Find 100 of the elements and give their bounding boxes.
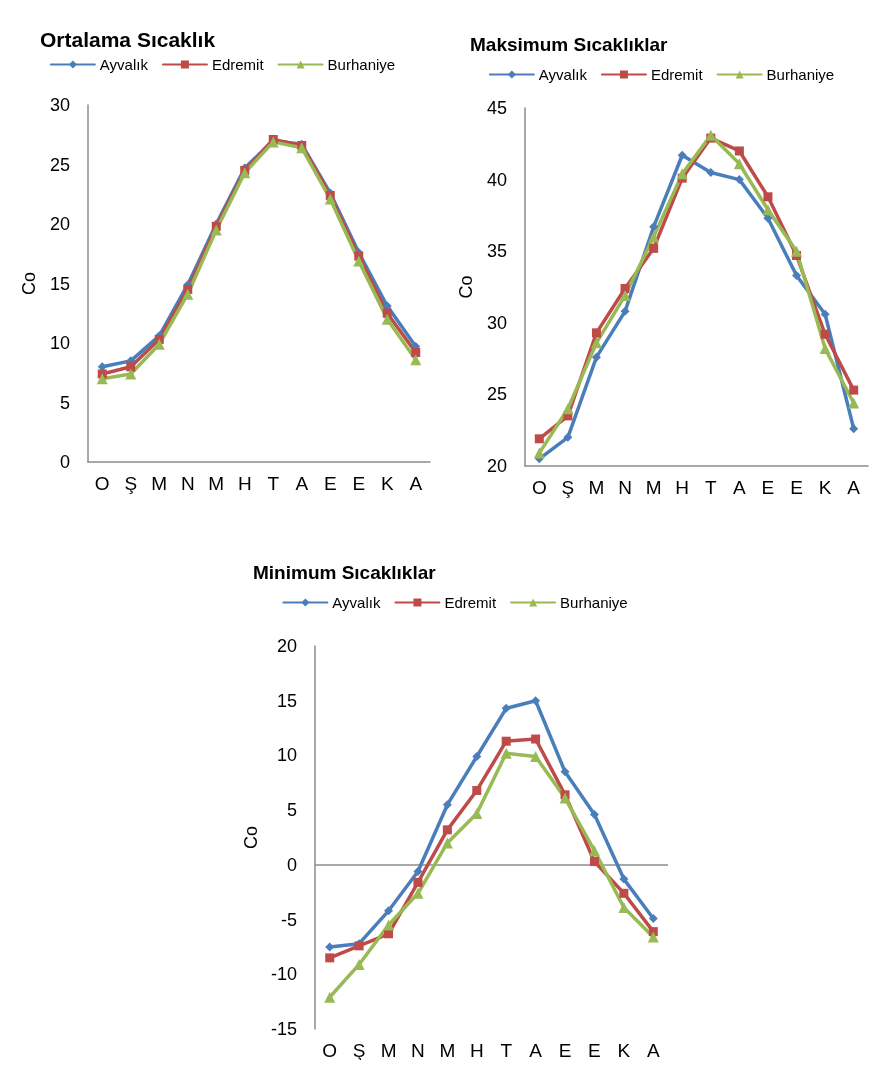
point [591, 352, 601, 362]
point [383, 919, 395, 931]
y-tick-label: 20 [276, 636, 297, 656]
x-tick-label: H [237, 473, 252, 494]
point [649, 222, 659, 232]
y-tick-label: 25 [49, 154, 70, 175]
y-tick-label: 30 [486, 312, 507, 333]
point [126, 362, 136, 372]
x-tick-label: H [675, 477, 690, 498]
x-tick-label: A [295, 473, 309, 494]
point [705, 129, 717, 141]
point [619, 290, 631, 302]
x-tick-label: Ş [124, 473, 138, 494]
x-tick-label: E [588, 1040, 601, 1061]
point [472, 785, 482, 795]
legend-label: Ayvalık [332, 594, 381, 611]
point [820, 309, 830, 319]
x-tick-label: T [704, 477, 717, 498]
point [649, 243, 659, 253]
x-tick-label: Ş [561, 477, 575, 498]
point [619, 888, 629, 898]
x-tick-label: E [790, 477, 803, 498]
point [589, 810, 599, 820]
point [562, 403, 574, 415]
legend-label: Ayvalık [538, 66, 588, 83]
point [589, 857, 599, 867]
y-tick-label: 15 [49, 273, 70, 294]
y-axis-title: Co [19, 271, 39, 296]
point [647, 931, 659, 943]
x-tick-label: M [380, 1040, 397, 1061]
point [210, 224, 222, 236]
point [733, 158, 745, 170]
point [125, 368, 137, 380]
legend-label: Burhaniye [560, 594, 628, 611]
point [620, 306, 630, 316]
point [442, 825, 452, 835]
point [677, 150, 687, 160]
x-tick-label: E [323, 473, 337, 494]
y-tick-label: 10 [49, 333, 70, 353]
y-tick-label: 5 [59, 392, 70, 413]
point [791, 245, 803, 257]
point [410, 354, 422, 366]
x-tick-label: T [267, 473, 280, 494]
point [588, 845, 600, 857]
y-tick-label: 5 [286, 800, 297, 821]
point [531, 734, 541, 744]
x-tick-label: N [618, 477, 632, 498]
point [239, 167, 251, 179]
y-tick-label: -15 [270, 1019, 297, 1039]
legend-label: Burhaniye [327, 56, 396, 73]
point [792, 271, 802, 281]
legend-label: Edremit [444, 594, 497, 611]
chart-title: Maksimum Sıcaklıklar [470, 34, 669, 55]
chart-title: Minimum Sıcaklıklar [253, 562, 437, 583]
x-tick-label: E [761, 477, 775, 498]
y-tick-label: 20 [49, 214, 70, 234]
point [619, 874, 629, 884]
x-tick-label: A [529, 1040, 543, 1061]
point [325, 953, 335, 963]
point [534, 434, 544, 444]
point [442, 800, 452, 810]
y-tick-label: 25 [486, 384, 507, 405]
point [96, 373, 108, 385]
point [353, 255, 365, 267]
x-tick-label: N [411, 1040, 425, 1061]
point [734, 146, 744, 156]
y-tick-label: 15 [276, 690, 297, 711]
x-tick-label: M [208, 473, 225, 494]
x-tick-label: K [818, 477, 832, 498]
x-tick-label: A [733, 477, 747, 498]
y-tick-label: 45 [486, 98, 507, 118]
point [848, 397, 860, 409]
point [560, 767, 570, 777]
point [324, 193, 336, 205]
x-tick-label: O [322, 1040, 338, 1061]
point [762, 204, 774, 216]
x-tick-label: H [469, 1040, 484, 1061]
y-tick-label: 0 [59, 452, 70, 472]
point [411, 348, 421, 358]
point [648, 231, 660, 243]
x-tick-label: O [531, 477, 547, 498]
legend-label: Edremit [211, 56, 265, 73]
y-tick-label: 35 [486, 241, 507, 262]
point [413, 866, 423, 876]
x-tick-label: E [352, 473, 366, 494]
x-tick-label: M [645, 477, 662, 498]
point [763, 192, 773, 202]
y-tick-label: 0 [286, 854, 297, 875]
y-tick-label: 30 [49, 95, 70, 115]
x-tick-label: O [94, 473, 110, 494]
point [819, 343, 831, 355]
y-tick-label: 20 [486, 456, 507, 476]
y-tick-label: -5 [280, 909, 297, 930]
legend-label: Burhaniye [766, 66, 835, 83]
point [182, 288, 194, 300]
point [820, 329, 830, 339]
y-tick-label: 40 [486, 169, 507, 190]
point [501, 736, 511, 746]
x-tick-label: K [617, 1040, 631, 1061]
y-axis-title: Co [241, 825, 262, 850]
